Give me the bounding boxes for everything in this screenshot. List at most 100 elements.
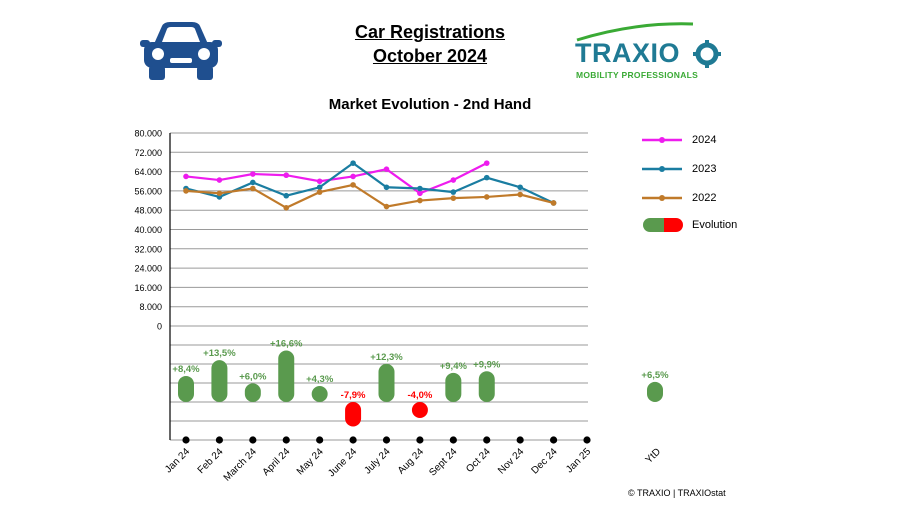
y-tick-label: 64.000 — [134, 167, 162, 177]
y-tick-label: 0 — [157, 322, 162, 332]
x-tick-label: Jan 25 — [564, 446, 593, 475]
x-tick-label: June 24 — [326, 446, 359, 479]
data-point-2024 — [383, 166, 390, 172]
legend-item-2024: 2024 — [640, 132, 760, 148]
series-line-2022 — [185, 183, 554, 210]
x-axis-marker — [249, 436, 257, 444]
evolution-label: +4,3% — [306, 374, 334, 385]
y-tick-label: 16.000 — [134, 283, 162, 293]
data-point-2022 — [183, 188, 189, 194]
evolution-bar — [211, 360, 228, 402]
x-tick-label: April 24 — [261, 446, 293, 478]
evolution-bar — [311, 386, 328, 402]
y-tick-label: 24.000 — [134, 264, 162, 274]
x-axis-marker — [382, 436, 391, 444]
gear-icon — [693, 40, 721, 68]
data-point-2022 — [417, 197, 423, 204]
data-point-2023 — [417, 185, 423, 192]
data-point-2022 — [550, 200, 557, 206]
page-title-line-1: Car Registrations — [354, 22, 506, 42]
x-tick-label: Dec 24 — [530, 446, 560, 476]
evolution-label: +12,3% — [370, 352, 403, 363]
evolution-bar — [411, 402, 428, 418]
copyright-note: © TRAXIO | TRAXIOstat — [628, 488, 726, 498]
ytd-axis-label: YtD — [644, 446, 664, 466]
data-point-2023 — [450, 189, 457, 195]
legend-item-evolution: Evolution — [640, 217, 760, 233]
data-point-2022 — [250, 185, 256, 192]
data-point-2023 — [517, 184, 523, 191]
traxio-logo: TRAXIO MOBILITY PROFESSIONALS — [575, 20, 725, 82]
evolution-bar — [445, 372, 462, 402]
x-tick-label: July 24 — [362, 446, 392, 476]
evolution-label: +8,4% — [172, 364, 200, 375]
data-point-2024 — [350, 173, 356, 180]
evolution-label: +9,4% — [440, 361, 468, 372]
data-point-2024 — [250, 171, 256, 177]
evolution-label: -4,0% — [408, 390, 433, 401]
x-axis-marker — [182, 436, 190, 444]
evolution-label: +16,6% — [270, 339, 303, 350]
data-point-2023 — [483, 174, 490, 181]
legend-label: 2022 — [692, 192, 717, 204]
legend-item-2023: 2023 — [640, 161, 760, 177]
data-point-2024 — [316, 178, 323, 185]
x-axis-marker — [483, 436, 491, 444]
legend-label: 2024 — [692, 134, 717, 146]
logo-subtitle: MOBILITY PROFESSIONALS — [576, 70, 699, 80]
legend-label: 2023 — [692, 163, 717, 175]
car-icon — [140, 22, 222, 80]
logo-wordmark: TRAXIO — [575, 38, 681, 68]
x-tick-label: Sept 24 — [427, 446, 459, 478]
data-point-2024 — [183, 173, 189, 180]
evolution-bar — [178, 375, 194, 402]
ytd-value-label: +6,5% — [641, 370, 669, 381]
evolution-label: -7,9% — [341, 390, 366, 401]
data-point-2024 — [450, 177, 457, 183]
x-tick-label: Jan 24 — [163, 446, 192, 475]
ytd-bar — [647, 381, 663, 402]
data-point-2023 — [350, 160, 356, 166]
data-point-2022 — [283, 204, 290, 211]
x-tick-label: Oct 24 — [464, 446, 493, 475]
data-point-2024 — [417, 190, 423, 197]
evolution-bar — [244, 383, 261, 402]
y-tick-label: 48.000 — [134, 206, 162, 216]
evolution-bar — [278, 350, 295, 402]
data-point-2023 — [283, 192, 290, 199]
evolution-label: +13,5% — [203, 348, 236, 359]
evolution-label: +9,9% — [473, 359, 501, 370]
x-tick-label: Nov 24 — [496, 446, 526, 476]
series-line-2024 — [185, 162, 488, 195]
data-point-2023 — [250, 179, 256, 186]
y-tick-label: 80.000 — [134, 129, 162, 139]
y-tick-label: 72.000 — [134, 148, 162, 158]
x-tick-label: Feb 24 — [196, 446, 226, 476]
data-point-2023 — [316, 184, 323, 191]
x-tick-label: May 24 — [295, 446, 326, 477]
data-point-2022 — [450, 195, 457, 201]
x-axis-marker — [583, 436, 591, 444]
y-tick-label: 40.000 — [134, 225, 162, 235]
x-tick-label: Aug 24 — [396, 446, 426, 476]
legend-item-2022: 2022 — [640, 190, 760, 206]
evolution-bar — [378, 363, 395, 402]
y-tick-label: 32.000 — [134, 244, 162, 254]
y-tick-label: 8.000 — [139, 302, 162, 312]
x-axis-marker — [449, 436, 457, 444]
legend-label: Evolution — [692, 219, 738, 231]
x-axis-marker — [416, 436, 424, 444]
data-point-2024 — [216, 177, 223, 183]
data-point-2022 — [350, 182, 356, 188]
x-tick-label: March 24 — [222, 446, 260, 484]
data-point-2022 — [517, 191, 523, 198]
data-point-2024 — [283, 172, 290, 179]
data-point-2022 — [216, 190, 223, 197]
x-axis-marker — [349, 436, 357, 444]
x-axis-marker — [549, 436, 558, 444]
evolution-label: +6,0% — [239, 371, 267, 382]
x-axis-marker — [215, 436, 224, 444]
logo-swoosh-icon — [576, 22, 694, 42]
data-point-2022 — [383, 203, 390, 210]
